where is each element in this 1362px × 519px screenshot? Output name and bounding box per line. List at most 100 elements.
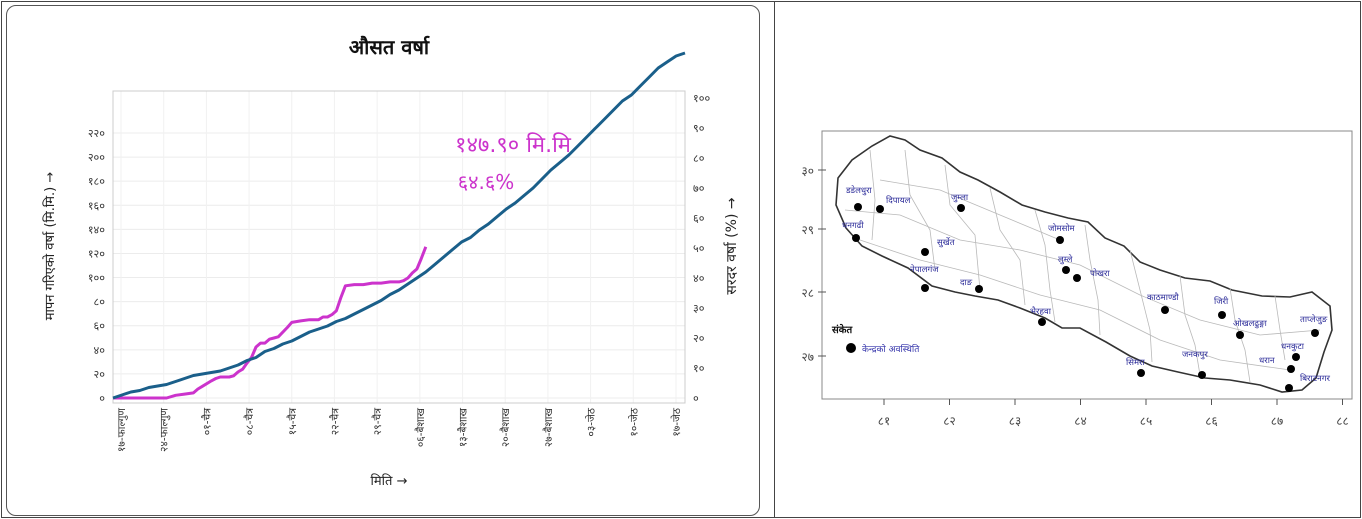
- station-marker: [1287, 365, 1295, 373]
- x-axis-label: मिति →: [371, 473, 408, 489]
- station-label: नेपालगंज: [910, 264, 939, 275]
- station-marker: [1056, 236, 1064, 244]
- right-tick-label: ६०: [693, 212, 705, 225]
- x-tick-label: २९-चैत्र: [371, 408, 384, 435]
- station-marker: [876, 205, 884, 213]
- map-lon-label: ८१: [878, 414, 890, 428]
- station-label: ताप्लेजुङ: [1300, 314, 1328, 325]
- left-tick-label: १६०: [88, 199, 105, 212]
- right-tick-label: ०: [693, 392, 699, 405]
- map-lon-label: ८२: [943, 414, 955, 428]
- left-tick-label: ८०: [94, 296, 106, 309]
- station-marker: [854, 203, 862, 211]
- map-legend-label: केन्द्रको अवस्थिति: [862, 343, 920, 355]
- map-legend-marker: [846, 343, 856, 353]
- map-lon-label: ८३: [1009, 414, 1021, 428]
- x-tick-label: १३-बैशाख: [457, 408, 470, 448]
- country-outline: [835, 135, 1333, 393]
- right-tick-label: ८०: [693, 152, 705, 165]
- x-tick-label: २२-चैत्र: [328, 408, 341, 435]
- station-label: काठमाण्डौ: [1147, 292, 1180, 303]
- x-tick-label: ०३-जेठ: [585, 407, 598, 436]
- x-tick-label: १७-जेठ: [670, 407, 683, 436]
- annotation-value: १४७.९० मि.मि: [455, 132, 572, 158]
- map-legend-title: संकेत: [831, 323, 853, 336]
- x-tick-label: ०१-चैत्र: [200, 408, 213, 435]
- station-marker: [1038, 318, 1046, 326]
- station-label: धनगढी: [842, 220, 865, 231]
- left-tick-label: १२०: [88, 247, 105, 260]
- x-tick-label: २०-बैशाख: [499, 408, 512, 448]
- x-tick-label: १०-जेठ: [627, 407, 640, 436]
- station-label: दाङ: [960, 278, 973, 288]
- station-marker: [1311, 329, 1319, 337]
- annotation-percent: ६४.६%: [458, 170, 515, 194]
- left-tick-label: ४०: [94, 344, 106, 357]
- nepal-map: ३० २९ २८ २७ ८१ ८२ ८३ ८४ ८५ ८६ ८७ ८८ डडेलधुरा दिपायल ध…: [802, 130, 1353, 428]
- district-boundaries: [844, 149, 1321, 383]
- station-marker: [1236, 331, 1244, 339]
- station-marker: [1198, 371, 1206, 379]
- station-label: भैरहवा: [1030, 306, 1052, 317]
- right-tick-label: ७०: [693, 182, 705, 195]
- left-tick-label: २२०: [88, 127, 105, 140]
- station-marker: [957, 204, 965, 212]
- station-marker: [852, 234, 860, 242]
- x-tick-label: १५-चैत्र: [286, 408, 299, 435]
- map-lat-label: २८: [802, 286, 814, 300]
- map-lon-label: ८४: [1074, 414, 1086, 428]
- x-tick-label: २४-फाल्गुण: [159, 408, 171, 452]
- map-lon-label: ८५: [1140, 414, 1152, 428]
- series-line-average: [112, 51, 686, 400]
- left-tick-label: १००: [88, 272, 105, 285]
- chart-series: [112, 51, 686, 400]
- station-label: जनकपुर: [1182, 350, 1208, 360]
- station-label: जोमसोम: [1048, 223, 1076, 234]
- map-lat-label: २९: [802, 223, 814, 237]
- right-tick-label: ५०: [693, 242, 705, 255]
- station-label: दिपायल: [886, 195, 911, 206]
- right-tick-label: ९०: [693, 122, 705, 135]
- right-tick-label: ३०: [693, 302, 705, 315]
- map-lat-label: २७: [802, 350, 814, 364]
- x-tick-label: ०६-बैशाख: [414, 408, 427, 448]
- left-tick-label: १४०: [88, 223, 105, 236]
- station-label: लुम्ले: [1058, 254, 1073, 265]
- left-tick-label: १८०: [88, 175, 105, 188]
- map-panel-frame: [774, 1, 1361, 518]
- station-marker: [1285, 384, 1293, 392]
- map-axis-ticks: ३० २९ २८ २७ ८१ ८२ ८३ ८४ ८५ ८६ ८७ ८८: [802, 164, 1349, 428]
- x-tick-label: २७-बैशाख: [542, 408, 555, 448]
- station-label: धनकुटा: [1281, 342, 1305, 352]
- station-marker: [1062, 266, 1070, 274]
- series-line-actual: [113, 246, 428, 400]
- station-marker: [1218, 311, 1226, 319]
- left-tick-label: २०: [94, 368, 106, 381]
- x-tick-label: १७-फाल्गुण: [116, 408, 128, 452]
- station-marker: [921, 284, 929, 292]
- station-label: धरान: [1259, 356, 1275, 366]
- station-marker: [1137, 369, 1145, 377]
- right-tick-label: १०: [693, 362, 705, 375]
- station-label: ओखलढुङ्गा: [1233, 318, 1268, 329]
- chart-ticks: ० २० ४० ६० ८० १०० १२० १४० १६० १८० २०० २२० ० १० २० ३० ४० ५…: [88, 92, 711, 452]
- left-tick-label: ०: [99, 392, 105, 405]
- chart-title: औसत वर्षा: [349, 35, 430, 59]
- left-tick-label: २००: [88, 151, 105, 164]
- station-label: डडेलधुरा: [845, 185, 873, 196]
- station-label: पोखरा: [1090, 268, 1110, 279]
- station-label: सुर्खेत: [937, 237, 955, 248]
- map-lon-label: ८८: [1336, 414, 1348, 428]
- station-marker: [921, 248, 929, 256]
- plot-area-border: [112, 90, 686, 404]
- right-tick-label: १००: [693, 92, 710, 105]
- station-label: जिरी: [1214, 296, 1229, 307]
- station-label: सिमरा: [1126, 357, 1146, 368]
- station-marker: [1161, 306, 1169, 314]
- map-lat-label: ३०: [802, 164, 814, 178]
- map-stations: डडेलधुरा दिपायल धनगढी जुम्ला सुर्खेत नेपालगंज…: [842, 185, 1331, 392]
- station-marker: [1292, 353, 1300, 361]
- chart-gridlines: [113, 91, 685, 403]
- left-tick-label: ६०: [94, 320, 106, 333]
